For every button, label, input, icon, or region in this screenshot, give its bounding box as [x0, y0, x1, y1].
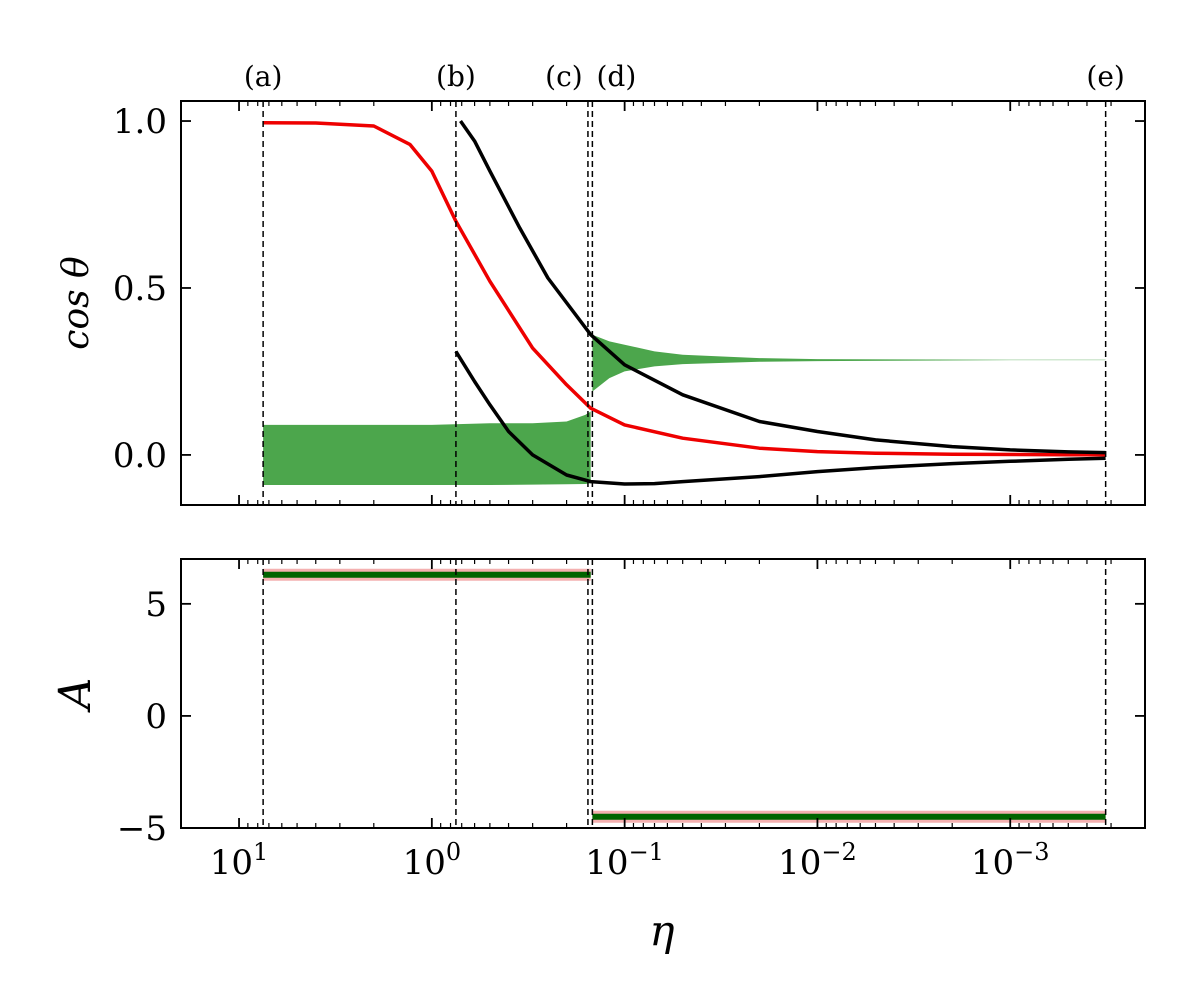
y-tick-label-1-2: 5 — [145, 585, 167, 625]
x-tick-label-0: 101 — [210, 838, 269, 883]
marker-label-4: (e) — [1086, 60, 1124, 93]
series-0-2 — [454, 350, 1106, 486]
marker-label-3: (d) — [596, 60, 636, 93]
band-0-1 — [592, 334, 1106, 392]
y-tick-label-0-0: 0.0 — [113, 436, 167, 476]
series-0-0 — [263, 120, 1106, 457]
y-tick-label-0-2: 1.0 — [113, 102, 167, 142]
marker-label-2: (c) — [545, 60, 583, 93]
y-tick-label-1-1: 0 — [145, 697, 167, 737]
y-tick-label-0-1: 0.5 — [113, 269, 167, 309]
x-tick-label-2: 10−1 — [585, 838, 664, 883]
cos-theta-panel: 0.0 0.5 1.0 cos θ — [56, 100, 1146, 506]
x-tick-label-3: 10−2 — [778, 838, 857, 883]
x-axis-label: η — [649, 906, 674, 955]
amplitude-panel: −5 0 5 A — [50, 558, 1146, 849]
marker-label-0: (a) — [244, 60, 283, 93]
x-tick-label-4: 10−3 — [971, 838, 1050, 883]
event-markers: (a) (b) (c) (d) (e) — [244, 60, 1125, 93]
y-axis-label-1: A — [50, 678, 101, 714]
panel-frame-1 — [180, 558, 1146, 829]
marker-label-1: (b) — [436, 60, 476, 93]
x-axis: 101 100 10−1 10−2 10−3 — [210, 838, 1050, 883]
x-tick-label-1: 100 — [403, 838, 462, 883]
y-tick-label-1-0: −5 — [117, 809, 167, 849]
y-axis-label-0: cos θ — [56, 256, 97, 350]
panel-frame-0 — [180, 100, 1146, 506]
series-0-1 — [459, 119, 1106, 455]
band-0-0 — [263, 411, 591, 485]
